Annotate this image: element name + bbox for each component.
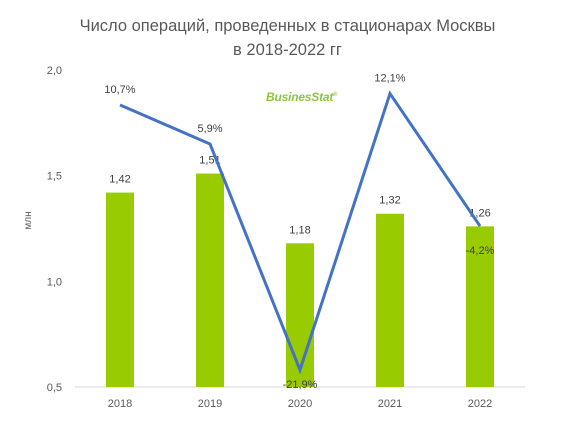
growth-label: 10,7%: [104, 84, 135, 96]
bar-2018: [106, 192, 134, 387]
y-axis-label: млн: [23, 211, 34, 229]
x-tick-label: 2019: [198, 398, 222, 410]
x-tick-label: 2021: [378, 398, 402, 410]
growth-label: 12,1%: [374, 73, 405, 85]
x-tick-label: 2020: [288, 398, 312, 410]
bar-2022: [466, 226, 494, 387]
y-tick-label: 1,0: [47, 276, 62, 288]
x-tick-label: 2018: [108, 398, 132, 410]
chart-title-line-2: в 2018-2022 гг: [233, 41, 342, 59]
growth-label: -21,9%: [283, 379, 318, 391]
businesstat-logo: BusinesStat®: [266, 90, 338, 104]
growth-label: 5,9%: [197, 123, 222, 135]
y-tick-label: 1,5: [47, 171, 62, 183]
bar-2019: [196, 173, 224, 387]
bar-value-label: 1,42: [109, 174, 130, 186]
bar-value-label: 1,18: [289, 224, 310, 236]
chart-title-line-1: Число операций, проведенных в стационара…: [79, 17, 496, 35]
y-tick-label: 2,0: [47, 65, 62, 77]
bar-2020: [286, 243, 314, 387]
bar-2021: [376, 213, 404, 387]
y-tick-label: 0,5: [47, 382, 62, 394]
growth-label: -4,2%: [466, 245, 495, 257]
bar-value-label: 1,32: [379, 195, 400, 207]
x-tick-label: 2022: [468, 398, 492, 410]
chart-title: Число операций, проведенных в стационара…: [0, 14, 575, 62]
